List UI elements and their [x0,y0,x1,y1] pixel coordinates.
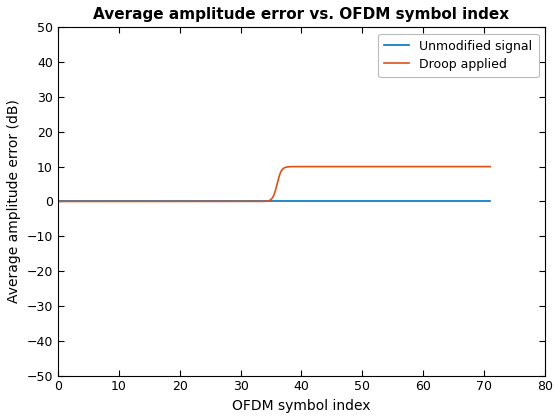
Droop applied [99,199,105,204]
Droop applied [230,199,236,204]
Line: Droop applied: Droop applied [58,167,490,202]
Legend: Unmodified signal, Droop applied: Unmodified signal, Droop applied [378,34,539,77]
Unmodified signal [391,199,398,204]
Unmodified signal [399,199,406,204]
Droop applied [400,164,407,169]
Unmodified signal [487,199,493,204]
Droop applied [245,199,251,204]
Unmodified signal [352,199,358,204]
Droop applied [487,164,493,169]
Unmodified signal [245,199,251,204]
Title: Average amplitude error vs. OFDM symbol index: Average amplitude error vs. OFDM symbol … [94,7,510,22]
Unmodified signal [230,199,236,204]
Unmodified signal [54,199,61,204]
Droop applied [54,199,61,204]
Droop applied [352,164,358,169]
X-axis label: OFDM symbol index: OFDM symbol index [232,399,371,413]
Unmodified signal [99,199,105,204]
Droop applied [392,164,399,169]
Droop applied [354,164,361,169]
Y-axis label: Average amplitude error (dB): Average amplitude error (dB) [7,100,21,303]
